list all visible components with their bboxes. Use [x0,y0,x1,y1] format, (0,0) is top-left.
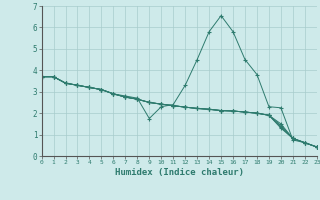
X-axis label: Humidex (Indice chaleur): Humidex (Indice chaleur) [115,168,244,177]
